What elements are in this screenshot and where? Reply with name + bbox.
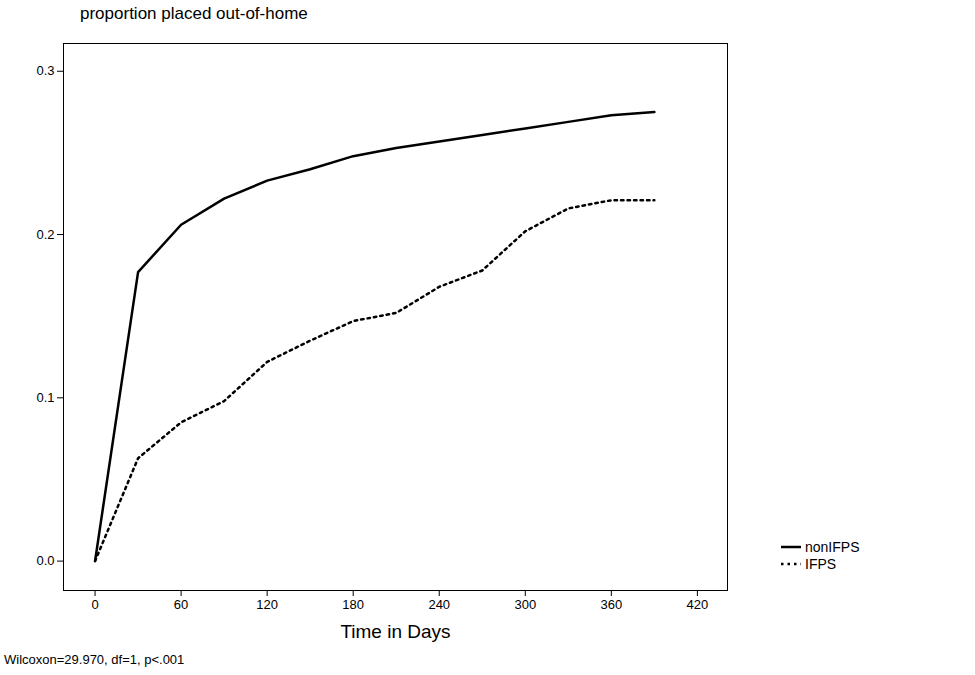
svg-text:360: 360 <box>600 597 622 612</box>
svg-text:0: 0 <box>91 597 98 612</box>
html-text:Wilcoxon=29.970, df=1, p<.001: Wilcoxon=29.970, df=1, p<.001 <box>4 652 185 667</box>
svg-text:60: 60 <box>174 597 188 612</box>
svg-text:0.0: 0.0 <box>36 553 54 568</box>
html-text:proportion placed out-of-home: proportion placed out-of-home <box>80 4 308 23</box>
svg-text:0.1: 0.1 <box>36 390 54 405</box>
svg-text:420: 420 <box>687 597 709 612</box>
html-text:IFPS: IFPS <box>805 555 837 572</box>
svg-text:300: 300 <box>514 597 536 612</box>
html-text:nonIFPS: nonIFPS <box>805 538 860 555</box>
svg-text:0.2: 0.2 <box>36 227 54 242</box>
svg-text:120: 120 <box>256 597 278 612</box>
svg-text:0.3: 0.3 <box>36 63 54 78</box>
svg-text:240: 240 <box>428 597 450 612</box>
svg-text:180: 180 <box>342 597 364 612</box>
svg-text:Time in Days: Time in Days <box>340 621 450 642</box>
